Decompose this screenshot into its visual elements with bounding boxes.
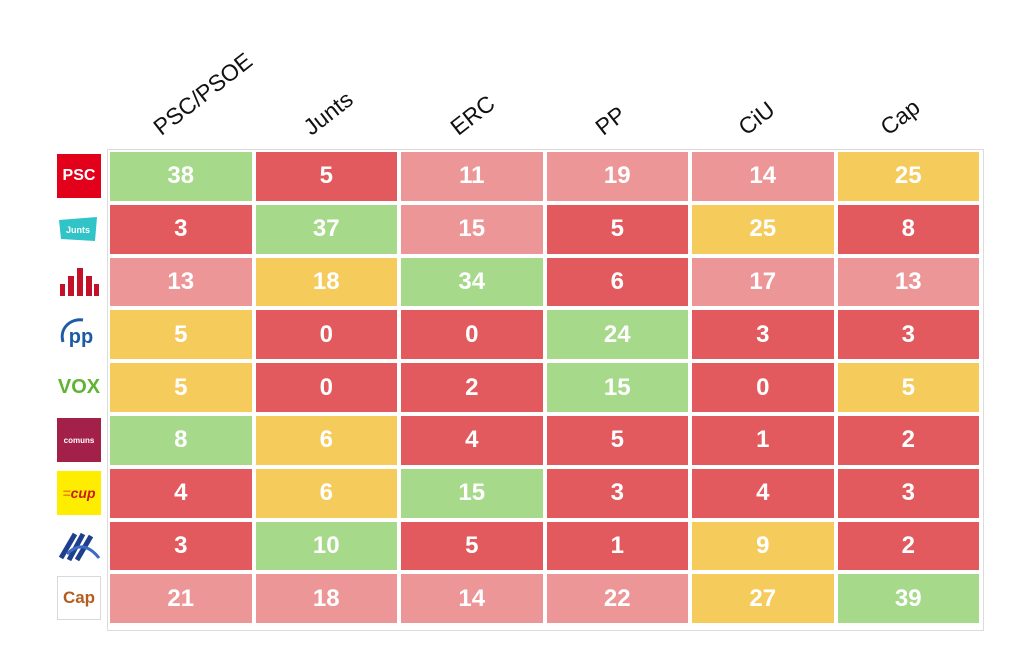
heatmap-cell: 22 [546, 574, 688, 624]
heatmap-cell: 4 [401, 416, 543, 465]
heatmap-cell: 13 [837, 257, 979, 307]
heatmap-cell: 24 [546, 310, 688, 360]
heatmap-cell: 5 [546, 204, 688, 254]
row-logo-icon: Junts [57, 206, 101, 251]
row-logo-icon: pp [57, 312, 101, 357]
heatmap-cell: 19 [546, 152, 688, 201]
heatmap-cell: 18 [255, 257, 397, 307]
heatmap-cell: 8 [837, 204, 979, 254]
heatmap-cell: 1 [692, 416, 834, 465]
heatmap-cell: 3 [110, 204, 252, 254]
heatmap-cell: 11 [401, 152, 543, 201]
heatmap-cell: 6 [546, 257, 688, 307]
heatmap-cell: 3 [837, 310, 979, 360]
heatmap-cell: 6 [255, 416, 397, 465]
heatmap-cell: 4 [110, 468, 252, 518]
column-header: PSC/PSOE [148, 47, 258, 141]
row-logo-icon [57, 523, 101, 568]
heatmap-cell: 3 [546, 468, 688, 518]
heatmap-cell: 14 [401, 574, 543, 624]
column-header: ERC [445, 89, 500, 141]
heatmap-cell: 15 [546, 363, 688, 412]
heatmap-cell: 5 [837, 363, 979, 412]
heatmap-cell: 5 [110, 310, 252, 360]
column-header: CiU [733, 96, 780, 141]
heatmap-cell: 2 [401, 363, 543, 412]
heatmap-cell: 25 [692, 204, 834, 254]
row-logo-icon: Cap [57, 576, 101, 621]
heatmap-cell: 13 [110, 257, 252, 307]
heatmap-cell: 5 [401, 521, 543, 571]
svg-text:Junts: Junts [66, 225, 90, 235]
heatmap-cell: 3 [692, 310, 834, 360]
row-logo-icon: VOX [57, 365, 101, 410]
column-header: PP [590, 100, 631, 141]
heatmap-cell: 1 [546, 521, 688, 571]
heatmap-cell: 0 [255, 310, 397, 360]
heatmap-cell: 17 [692, 257, 834, 307]
heatmap-cell: 0 [692, 363, 834, 412]
heatmap-cell: 14 [692, 152, 834, 201]
heatmap-cell: 4 [692, 468, 834, 518]
heatmap-cell: 8 [110, 416, 252, 465]
heatmap-cell: 15 [401, 468, 543, 518]
heatmap-cell: 21 [110, 574, 252, 624]
column-headers: PSC/PSOE Junts ERC PP CiU Cap [0, 0, 1024, 150]
heatmap-cell: 5 [110, 363, 252, 412]
heatmap-cell: 18 [255, 574, 397, 624]
row-logo-icon: =cup [57, 470, 101, 515]
heatmap-cell: 39 [837, 574, 979, 624]
heatmap-cell: 5 [546, 416, 688, 465]
heatmap-cell: 6 [255, 468, 397, 518]
row-logo-icon [57, 259, 101, 304]
heatmap-cell: 10 [255, 521, 397, 571]
heatmap-cell: 9 [692, 521, 834, 571]
heatmap-cell: 37 [255, 204, 397, 254]
heatmap-cell: 38 [110, 152, 252, 201]
svg-text:pp: pp [69, 326, 93, 348]
heatmap-cell: 0 [255, 363, 397, 412]
heatmap-cell: 3 [110, 521, 252, 571]
heatmap-grid: 38 5 11 19 14 25 3 37 15 5 25 8 13 18 34 6 17 13 5 0 0 24 3 3 5 0… [107, 149, 984, 631]
heatmap-cell: 25 [837, 152, 979, 201]
heatmap-cell: 3 [837, 468, 979, 518]
row-logo-icon: comuns [57, 418, 101, 462]
heatmap-cell: 2 [837, 521, 979, 571]
column-header: Junts [298, 85, 358, 141]
heatmap-cell: 34 [401, 257, 543, 307]
heatmap-cell: 2 [837, 416, 979, 465]
heatmap-cell: 27 [692, 574, 834, 624]
heatmap-cell: 0 [401, 310, 543, 360]
column-header: Cap [875, 93, 925, 141]
row-logo-icon: PSC [57, 154, 101, 198]
heatmap-cell: 15 [401, 204, 543, 254]
heatmap-cell: 5 [255, 152, 397, 201]
